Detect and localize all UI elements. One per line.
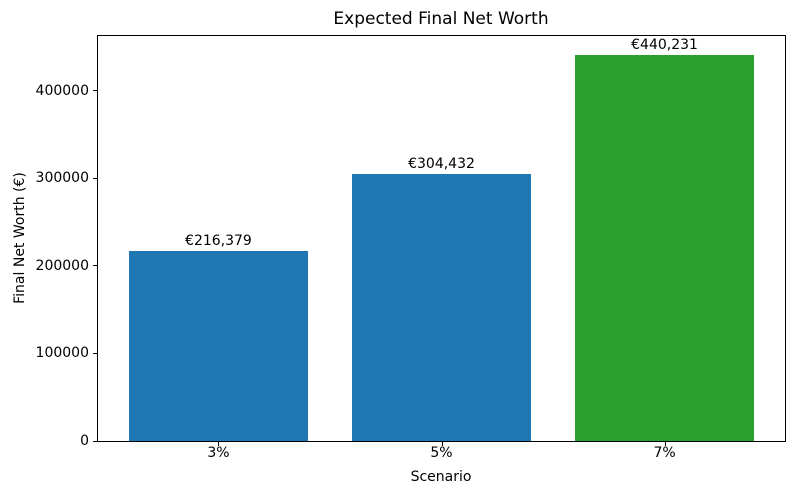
x-tick-label: 3%	[207, 445, 230, 461]
x-axis-label: Scenario	[410, 469, 472, 485]
bar-value-label: €216,379	[185, 233, 252, 250]
x-tick-label: 5%	[430, 445, 453, 461]
y-tick-label: 300000	[35, 170, 89, 187]
bar-value-label: €440,231	[631, 36, 698, 53]
x-tick-label: 7%	[653, 445, 676, 461]
y-tick-mark	[93, 265, 97, 267]
plot-area: €216,379 3% €304,432 5% €440,231 7% 0 100000 200…	[36, 35, 786, 461]
chart-title: Expected Final Net Worth	[333, 9, 549, 29]
y-tick-mark	[93, 177, 97, 179]
y-tick-label: 400000	[35, 82, 89, 99]
y-tick-mark	[93, 440, 97, 442]
y-tick-mark	[93, 352, 97, 354]
bar-value-label: €304,432	[408, 155, 475, 172]
bar	[575, 55, 754, 441]
y-tick-label: 0	[80, 433, 89, 449]
y-tick-label: 100000	[35, 345, 89, 362]
x-tick-mark	[664, 442, 666, 446]
bar	[352, 174, 531, 441]
y-tick-mark	[93, 90, 97, 92]
y-axis-label: Final Net Worth (€)	[12, 172, 28, 304]
y-tick-label: 200000	[35, 257, 89, 274]
bar	[129, 251, 308, 441]
x-tick-mark	[441, 442, 443, 446]
x-tick-mark	[218, 442, 220, 446]
